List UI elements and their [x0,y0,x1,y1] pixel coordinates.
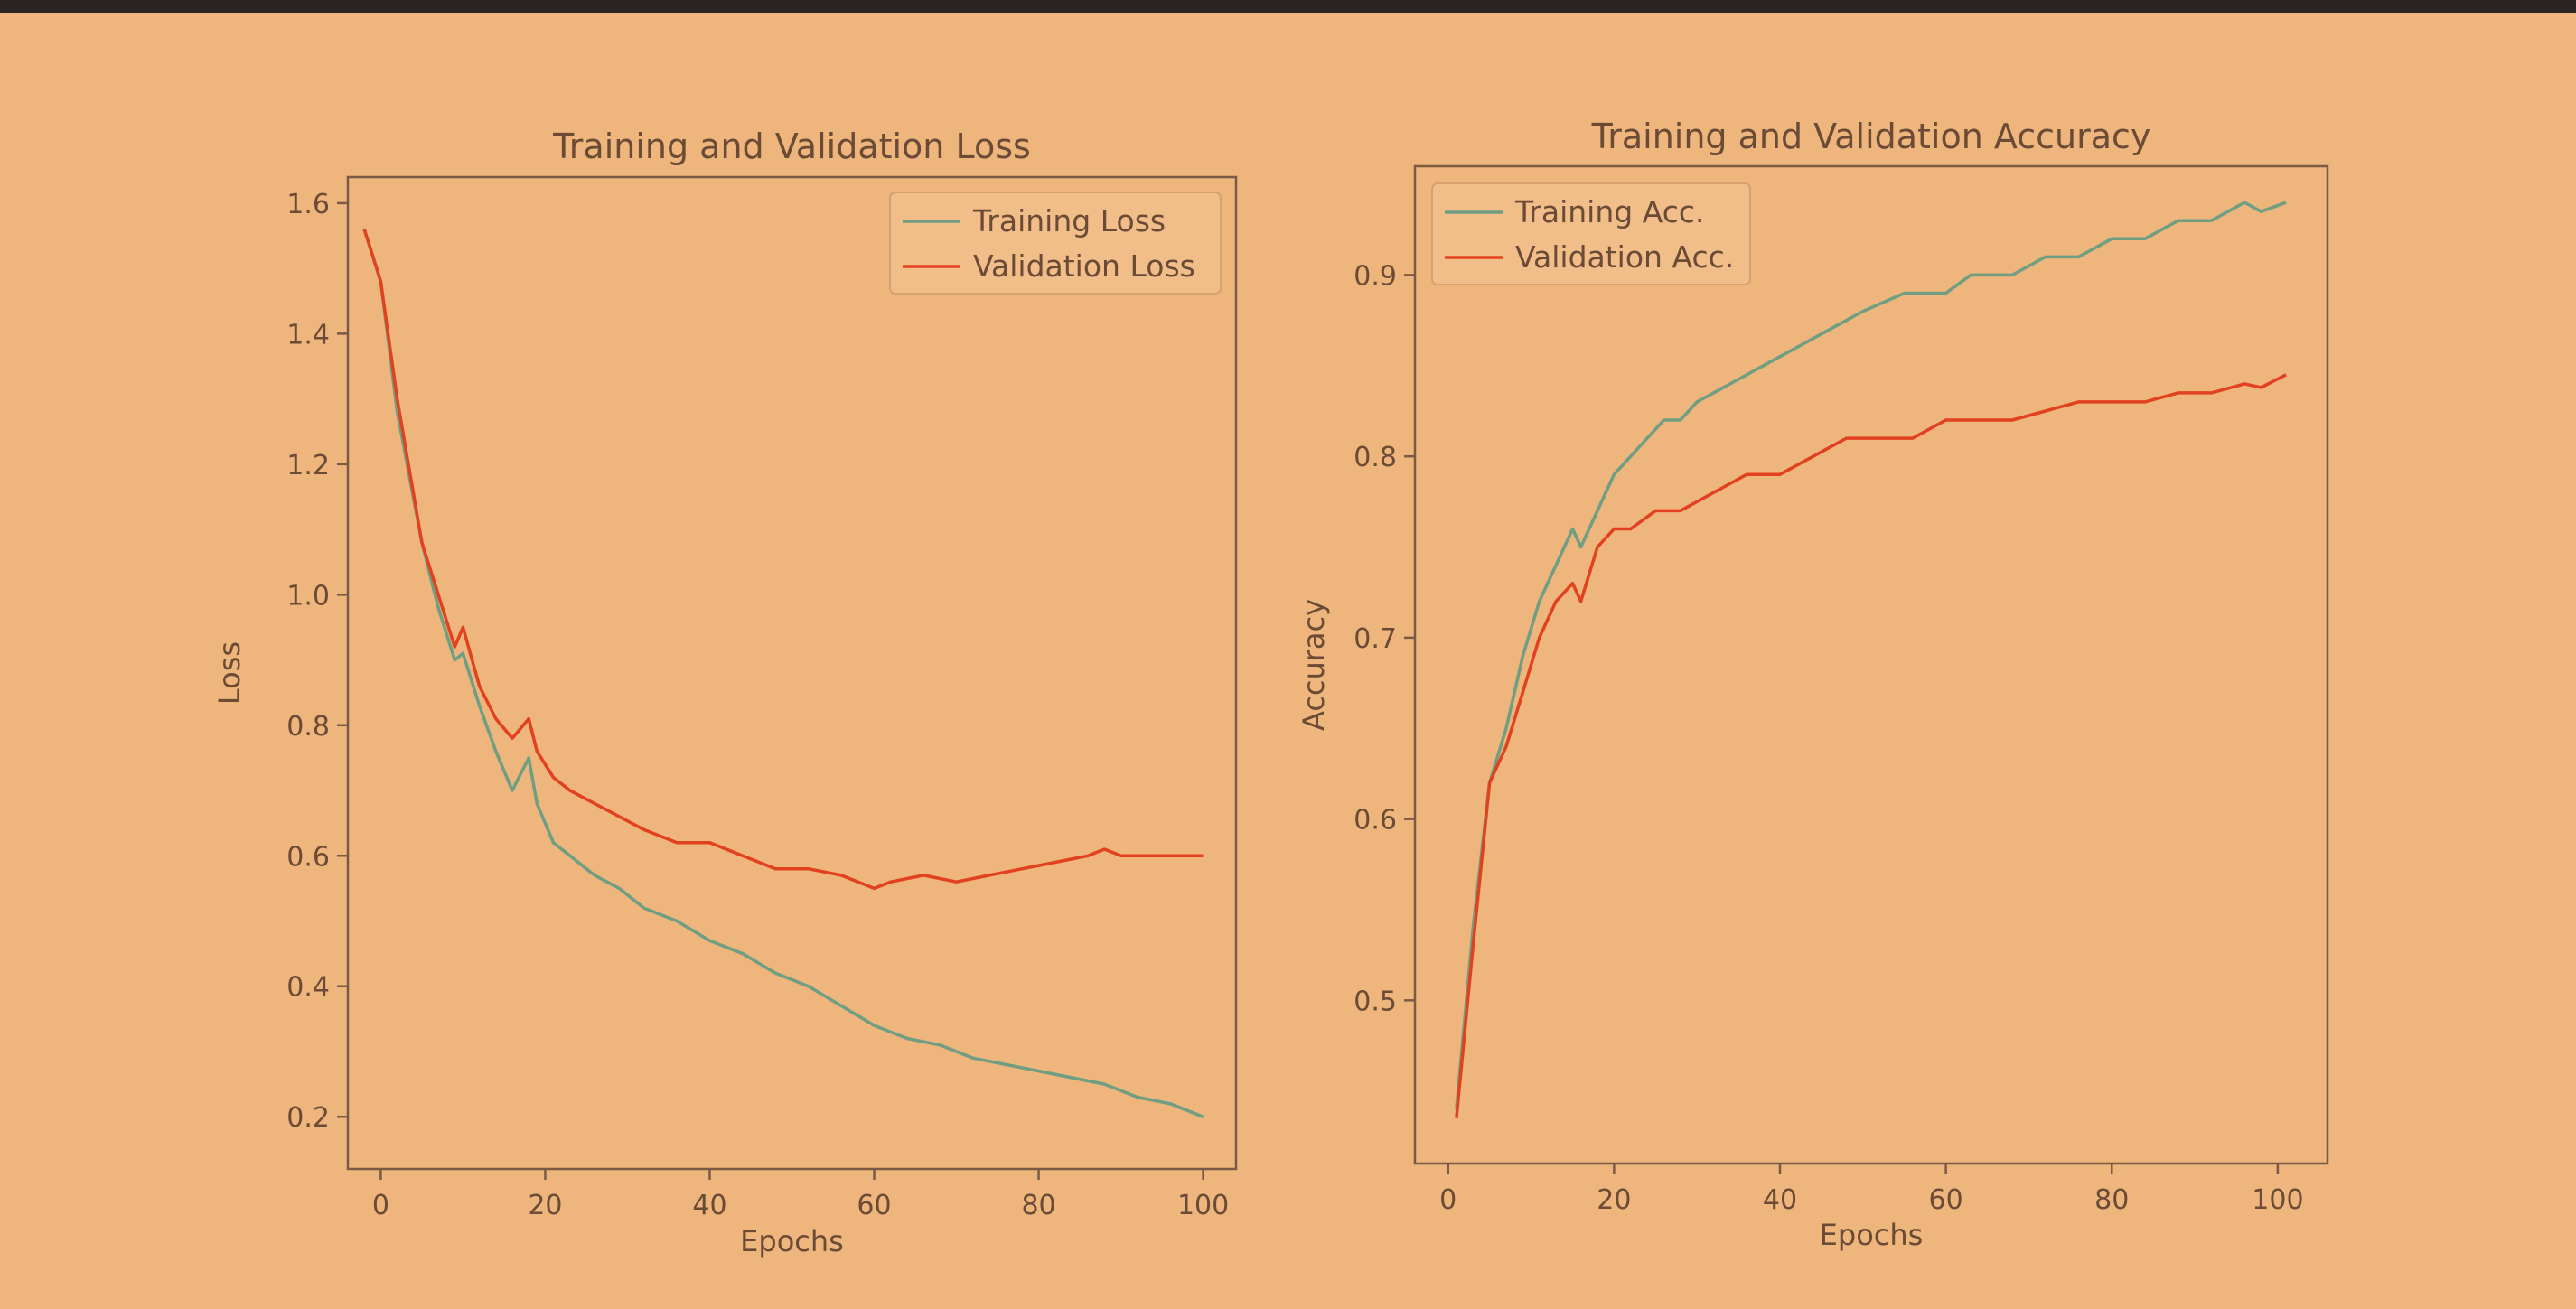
y-tick-label: 0.2 [286,1102,330,1134]
x-tick-label: 60 [1929,1184,1963,1216]
legend-label-validation: Validation Acc. [1515,239,1734,275]
x-tick-label: 0 [1439,1184,1457,1216]
legend-box [889,192,1222,295]
validation-series-line [362,229,1204,891]
legend-label-validation: Validation Loss [973,248,1195,284]
x-axis-label: Epochs [740,1224,844,1258]
legend-box [1431,182,1751,285]
x-tick-label: 20 [1597,1184,1631,1216]
x-tick-label: 100 [2252,1184,2303,1216]
y-tick-label: 0.6 [286,841,330,873]
y-tick-label: 0.6 [1354,805,1397,837]
y-tick-label: 0.9 [1354,260,1397,292]
x-tick-label: 60 [857,1190,891,1221]
y-tick-label: 1.0 [286,580,330,612]
x-tick-label: 20 [528,1190,562,1221]
chart-title: Training and Validation Loss [552,126,1031,166]
y-tick-label: 0.8 [286,711,330,743]
y-tick-label: 1.2 [286,450,330,482]
plot-frame [1413,164,2329,1165]
y-tick-label: 0.8 [1354,442,1397,473]
y-tick-label: 1.4 [286,319,330,351]
x-tick-label: 80 [1021,1190,1055,1221]
photographed-screen [0,13,2576,1309]
accuracy-chart: Training and Validation Accuracy Epochs Ac… [1297,117,2329,1252]
x-axis-label: Epochs [1820,1218,1924,1252]
y-tick-label: 1.6 [286,189,330,220]
y-axis-label: Loss [212,641,247,705]
x-tick-label: 100 [1177,1190,1229,1221]
x-tick-label: 0 [372,1190,389,1221]
training-series-line [1455,201,2287,1109]
plot-frame [346,175,1238,1171]
validation-series-line [1455,373,2287,1118]
training-series-line [362,229,1204,1118]
loss-chart: Training and Validation Loss Epochs Loss 0 2… [212,126,1238,1258]
x-tick-label: 40 [1763,1184,1797,1216]
legend-label-training: Training Loss [972,203,1166,238]
y-tick-label: 0.5 [1354,986,1397,1017]
x-tick-label: 40 [692,1190,726,1221]
legend-label-training: Training Acc. [1514,194,1704,229]
x-tick-label: 80 [2094,1184,2129,1216]
y-axis-label: Accuracy [1297,599,1331,731]
y-tick-label: 0.7 [1354,623,1397,655]
chart-title: Training and Validation Accuracy [1591,117,2151,156]
y-tick-label: 0.4 [286,972,330,1004]
